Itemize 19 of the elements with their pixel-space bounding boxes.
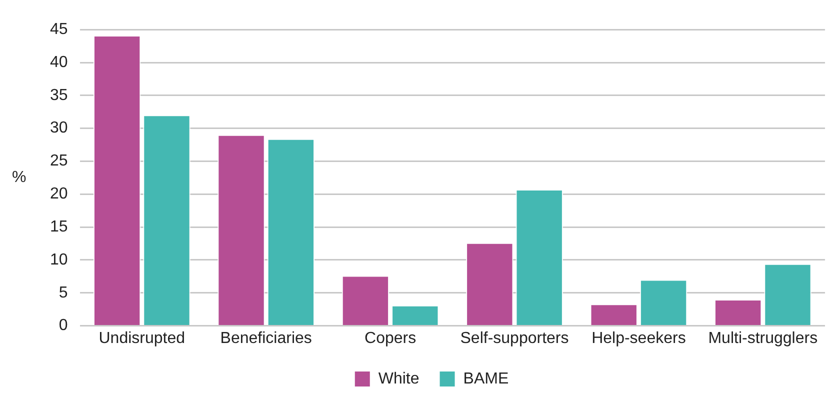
x-tick-label: Copers bbox=[364, 330, 416, 347]
y-tick-label: 15 bbox=[50, 218, 68, 236]
y-tick-label: 25 bbox=[50, 152, 68, 170]
y-tick-label: 35 bbox=[50, 86, 68, 104]
x-tick-label: Multi-strugglers bbox=[708, 330, 818, 347]
x-tick-label: Self-supporters bbox=[460, 330, 569, 347]
x-tick-label: Undisrupted bbox=[98, 330, 186, 347]
x-tick-label: Help-seekers bbox=[592, 330, 686, 347]
y-tick-label: 5 bbox=[58, 284, 68, 302]
x-tick-label: Beneficiaries bbox=[220, 330, 312, 347]
y-tick-label: 0 bbox=[58, 317, 68, 334]
legend-label: BAME bbox=[463, 370, 509, 388]
y-tick-label: 20 bbox=[50, 186, 68, 203]
y-tick-label: 40 bbox=[50, 54, 68, 71]
legend-label: White bbox=[378, 370, 420, 388]
y-tick-label: 30 bbox=[50, 120, 68, 137]
y-tick-label: 10 bbox=[50, 251, 68, 268]
y-tick-label: 45 bbox=[50, 21, 68, 38]
y-axis-title: % bbox=[12, 169, 26, 186]
